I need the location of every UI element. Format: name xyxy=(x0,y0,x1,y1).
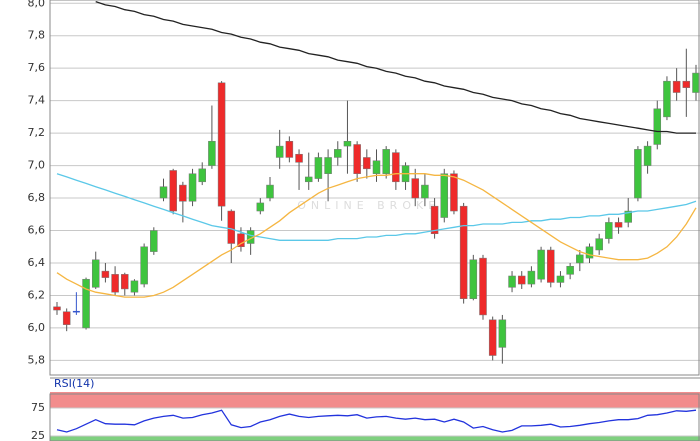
y-tick-label: 7,8 xyxy=(28,29,46,42)
candle-body xyxy=(91,259,100,288)
candle-body xyxy=(372,160,381,174)
candle-body xyxy=(324,157,332,174)
candle-body xyxy=(256,202,265,212)
candle-body xyxy=(169,170,177,212)
candle-body xyxy=(353,144,361,174)
y-tick-label: 6,8 xyxy=(28,191,46,204)
candle-body xyxy=(653,108,662,145)
candle-body xyxy=(585,246,594,259)
candle-body xyxy=(179,184,187,202)
candle-body xyxy=(314,157,323,179)
candle-body xyxy=(343,140,352,147)
candle-body xyxy=(459,205,468,299)
candle-body xyxy=(150,230,158,252)
candle-body xyxy=(275,145,284,158)
price-panel: 5,8 6,0 6,2 6,4 6,6 6,8 7,0 7,2 7,4 7,6 7,8 8,0 ONLI… xyxy=(28,0,700,376)
candle-body xyxy=(508,275,516,288)
candle-body xyxy=(517,275,526,285)
candle-body xyxy=(411,178,419,199)
candle-body xyxy=(527,270,536,285)
candle-body xyxy=(198,168,206,183)
candle-body xyxy=(304,176,313,183)
candle-body xyxy=(634,149,642,199)
candle-body xyxy=(430,205,439,235)
y-tick-label: 7,0 xyxy=(28,159,46,172)
candle-body xyxy=(334,149,342,158)
candle-body xyxy=(672,80,681,93)
candle-body xyxy=(159,186,168,199)
candle-body xyxy=(537,249,545,280)
y-tick-label: 7,2 xyxy=(28,126,46,139)
candle-body xyxy=(227,210,236,244)
rsi-panel: 25 75 RSI(14) xyxy=(31,377,700,441)
candle-body xyxy=(421,184,429,199)
y-tick-label: 7,4 xyxy=(28,94,46,107)
overbought-band xyxy=(50,392,700,408)
candle-body xyxy=(556,275,565,283)
candle-body xyxy=(479,257,487,316)
candle-body xyxy=(663,80,671,118)
candle-body xyxy=(488,319,497,356)
candle-body xyxy=(614,222,623,228)
y-tick-label: 8,0 xyxy=(28,0,46,9)
candle-body xyxy=(566,265,574,275)
candle-body xyxy=(392,152,400,183)
plot-frame xyxy=(49,393,700,441)
y-tick-label: 6,2 xyxy=(28,288,46,301)
candle-body xyxy=(82,278,90,329)
indicator-line xyxy=(56,173,697,241)
candle-body xyxy=(450,173,458,212)
y-tick-label: 6,0 xyxy=(28,321,46,334)
candle-body xyxy=(101,270,110,278)
watermark: ONLINE BROKER xyxy=(297,199,453,212)
indicator-line xyxy=(56,173,697,298)
candle-body xyxy=(140,246,148,285)
candle-body xyxy=(62,311,71,325)
candle-body xyxy=(595,238,603,251)
plot-frame xyxy=(49,0,700,376)
indicator-line xyxy=(56,409,697,433)
candle-body xyxy=(498,319,507,348)
panel-title: RSI(14) xyxy=(54,377,94,390)
candle-body xyxy=(363,157,371,170)
indicator-line xyxy=(95,0,696,134)
candle-body xyxy=(547,249,555,283)
candle-body xyxy=(53,306,61,311)
candle-body xyxy=(382,149,390,174)
candle-body xyxy=(121,274,129,290)
candle-body xyxy=(285,140,294,158)
candle-body xyxy=(237,233,245,248)
candle-body xyxy=(643,145,652,166)
candle-body xyxy=(111,274,119,293)
candle-body xyxy=(440,173,449,218)
candle-body xyxy=(605,222,613,239)
candle-body xyxy=(217,82,226,207)
y-tick-label: 25 xyxy=(31,429,45,441)
candle-body xyxy=(130,280,139,293)
y-tick-label: 75 xyxy=(31,401,45,414)
y-tick-label: 6,4 xyxy=(28,256,46,269)
candle-body xyxy=(208,140,216,166)
oversold-band xyxy=(50,435,700,441)
candle-body xyxy=(692,72,700,93)
candle-body xyxy=(576,254,584,264)
candle-body xyxy=(469,259,478,299)
y-tick-label: 6,6 xyxy=(28,224,46,237)
candle-body xyxy=(188,173,197,202)
candle-body xyxy=(295,153,303,163)
y-tick-label: 7,6 xyxy=(28,61,46,74)
candle-body xyxy=(682,80,691,88)
candle-body xyxy=(624,210,632,223)
candle-body xyxy=(266,184,274,199)
y-tick-label: 5,8 xyxy=(28,353,46,366)
